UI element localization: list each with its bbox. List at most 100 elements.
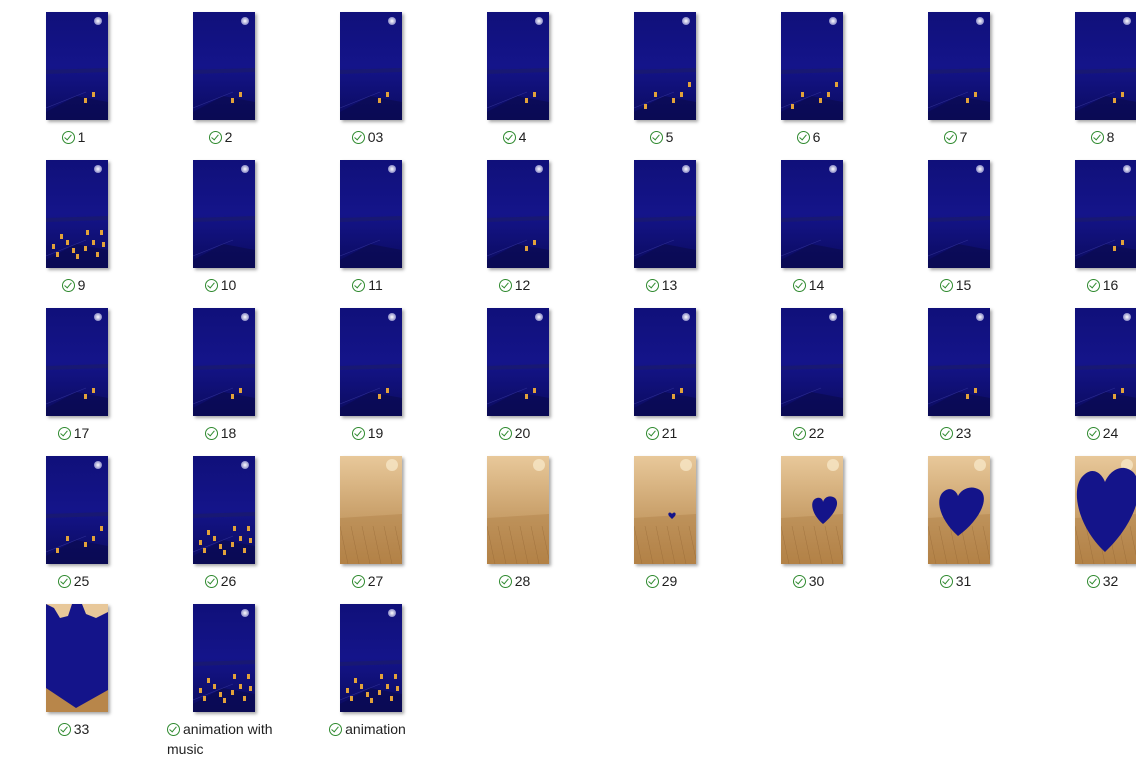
file-thumbnail[interactable] xyxy=(487,12,549,120)
file-item[interactable]: 19 xyxy=(294,296,441,444)
file-item[interactable]: 6 xyxy=(735,0,882,148)
file-thumbnail[interactable] xyxy=(928,456,990,564)
file-thumbnail[interactable] xyxy=(193,160,255,268)
file-item[interactable]: 25 xyxy=(0,444,147,592)
file-caption[interactable]: 23 xyxy=(882,423,1029,443)
file-thumbnail[interactable] xyxy=(781,308,843,416)
file-caption[interactable]: 10 xyxy=(147,275,294,295)
file-caption[interactable]: 8 xyxy=(1029,127,1136,147)
file-caption[interactable]: 2 xyxy=(147,127,294,147)
file-caption[interactable]: 29 xyxy=(588,571,735,591)
file-caption[interactable]: 19 xyxy=(294,423,441,443)
file-thumbnail[interactable] xyxy=(193,12,255,120)
file-caption[interactable]: 31 xyxy=(882,571,1029,591)
file-item[interactable]: 24 xyxy=(1029,296,1136,444)
file-caption[interactable]: 30 xyxy=(735,571,882,591)
file-caption[interactable]: 26 xyxy=(147,571,294,591)
file-item[interactable]: 4 xyxy=(441,0,588,148)
file-caption[interactable]: 11 xyxy=(294,275,441,295)
file-item[interactable]: 1 xyxy=(0,0,147,148)
file-caption[interactable]: 24 xyxy=(1029,423,1136,443)
file-thumbnail[interactable] xyxy=(46,160,108,268)
file-caption[interactable]: 25 xyxy=(0,571,147,591)
file-item[interactable]: animation xyxy=(294,592,441,740)
file-item[interactable]: 11 xyxy=(294,148,441,296)
file-item[interactable]: 26 xyxy=(147,444,294,592)
file-caption[interactable]: 1 xyxy=(0,127,147,147)
file-thumbnail[interactable] xyxy=(46,308,108,416)
file-thumbnail[interactable] xyxy=(634,456,696,564)
file-thumbnail[interactable] xyxy=(487,456,549,564)
file-item[interactable]: 03 xyxy=(294,0,441,148)
file-item[interactable]: 2 xyxy=(147,0,294,148)
file-item[interactable]: 7 xyxy=(882,0,1029,148)
file-thumbnail[interactable] xyxy=(928,12,990,120)
file-item[interactable]: 30 xyxy=(735,444,882,592)
file-caption[interactable]: 27 xyxy=(294,571,441,591)
file-thumbnail[interactable] xyxy=(781,160,843,268)
file-item[interactable]: 27 xyxy=(294,444,441,592)
file-caption[interactable]: animation with music xyxy=(147,719,294,759)
file-caption[interactable]: 12 xyxy=(441,275,588,295)
file-thumbnail[interactable] xyxy=(1075,456,1136,564)
file-caption[interactable]: 7 xyxy=(882,127,1029,147)
file-item[interactable]: 22 xyxy=(735,296,882,444)
file-caption[interactable]: 4 xyxy=(441,127,588,147)
file-item[interactable]: 18 xyxy=(147,296,294,444)
file-item[interactable]: 5 xyxy=(588,0,735,148)
file-caption[interactable]: 17 xyxy=(0,423,147,443)
file-item[interactable]: 15 xyxy=(882,148,1029,296)
file-item[interactable]: 21 xyxy=(588,296,735,444)
file-caption[interactable]: 16 xyxy=(1029,275,1136,295)
file-caption[interactable]: 6 xyxy=(735,127,882,147)
file-thumbnail[interactable] xyxy=(193,308,255,416)
file-thumbnail[interactable] xyxy=(928,308,990,416)
file-item[interactable]: 10 xyxy=(147,148,294,296)
file-thumbnail[interactable] xyxy=(340,604,402,712)
file-item[interactable]: 29 xyxy=(588,444,735,592)
file-thumbnail[interactable] xyxy=(340,456,402,564)
file-thumbnail[interactable] xyxy=(46,456,108,564)
file-item[interactable]: 9 xyxy=(0,148,147,296)
file-caption[interactable]: 5 xyxy=(588,127,735,147)
file-thumbnail[interactable] xyxy=(1075,160,1136,268)
file-thumbnail[interactable] xyxy=(634,308,696,416)
file-item[interactable]: animation with music xyxy=(147,592,294,757)
file-thumbnail[interactable] xyxy=(634,12,696,120)
file-caption[interactable]: 13 xyxy=(588,275,735,295)
file-caption[interactable]: 18 xyxy=(147,423,294,443)
file-item[interactable]: 23 xyxy=(882,296,1029,444)
file-caption[interactable]: 21 xyxy=(588,423,735,443)
file-thumbnail[interactable] xyxy=(340,308,402,416)
file-thumbnail[interactable] xyxy=(1075,12,1136,120)
file-thumbnail[interactable] xyxy=(46,604,108,712)
file-caption[interactable]: 9 xyxy=(0,275,147,295)
file-item[interactable]: 28 xyxy=(441,444,588,592)
file-item[interactable]: 31 xyxy=(882,444,1029,592)
file-item[interactable]: 20 xyxy=(441,296,588,444)
file-caption[interactable]: 28 xyxy=(441,571,588,591)
file-thumbnail[interactable] xyxy=(193,604,255,712)
file-caption[interactable]: animation xyxy=(294,719,441,739)
file-thumbnail[interactable] xyxy=(46,12,108,120)
file-item[interactable]: 12 xyxy=(441,148,588,296)
file-caption[interactable]: 20 xyxy=(441,423,588,443)
file-caption[interactable]: 33 xyxy=(0,719,147,739)
file-item[interactable]: 17 xyxy=(0,296,147,444)
file-thumbnail[interactable] xyxy=(340,160,402,268)
file-caption[interactable]: 14 xyxy=(735,275,882,295)
file-item[interactable]: 8 xyxy=(1029,0,1136,148)
file-thumbnail[interactable] xyxy=(487,308,549,416)
file-item[interactable]: 33 xyxy=(0,592,147,740)
file-item[interactable]: 16 xyxy=(1029,148,1136,296)
file-item[interactable]: 13 xyxy=(588,148,735,296)
file-item[interactable]: 32 xyxy=(1029,444,1136,592)
file-caption[interactable]: 15 xyxy=(882,275,1029,295)
file-thumbnail[interactable] xyxy=(193,456,255,564)
file-caption[interactable]: 03 xyxy=(294,127,441,147)
file-caption[interactable]: 32 xyxy=(1029,571,1136,591)
file-caption[interactable]: 22 xyxy=(735,423,882,443)
file-thumbnail[interactable] xyxy=(928,160,990,268)
file-item[interactable]: 14 xyxy=(735,148,882,296)
file-thumbnail[interactable] xyxy=(1075,308,1136,416)
